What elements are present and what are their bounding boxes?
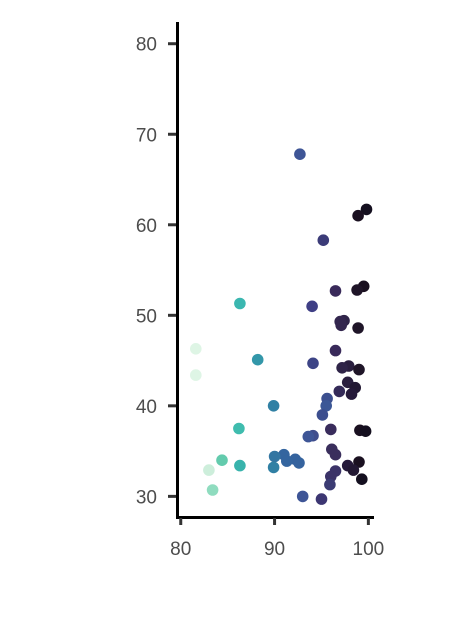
data-point (267, 400, 280, 412)
data-point (351, 284, 363, 296)
data-point (316, 409, 329, 421)
data-point (206, 484, 219, 496)
data-point (234, 459, 246, 472)
data-point (360, 203, 373, 216)
data-point (302, 430, 315, 443)
data-point (345, 388, 358, 400)
data-point (352, 322, 364, 334)
data-point (234, 297, 246, 310)
data-point (306, 300, 318, 313)
data-point (296, 490, 309, 503)
data-point (329, 448, 342, 461)
data-point (203, 464, 215, 476)
data-point (335, 319, 348, 332)
data-point (190, 369, 202, 381)
data-point (216, 454, 228, 467)
data-point (251, 353, 264, 366)
data-point (293, 457, 305, 469)
data-point (320, 400, 333, 412)
data-point (356, 473, 368, 486)
data-point (267, 461, 280, 474)
y-tick-label: 30 (136, 487, 157, 508)
data-point (329, 285, 342, 297)
x-tick-label: 90 (264, 539, 285, 560)
data-point (268, 450, 281, 463)
data-point (336, 362, 348, 374)
data-point (315, 493, 328, 505)
y-tick-label: 80 (136, 35, 157, 56)
data-point (317, 234, 330, 246)
y-tick-label: 40 (136, 397, 157, 418)
x-ticks: 80 90 100 (170, 518, 384, 560)
data-point (325, 423, 337, 436)
data-point (347, 464, 360, 476)
x-tick-label: 80 (170, 539, 191, 560)
x-tick-label: 100 (353, 539, 385, 560)
y-ticks: 30 40 50 60 70 80 (136, 35, 176, 508)
data-point (359, 425, 372, 438)
data-point (307, 357, 319, 370)
data-point (333, 385, 346, 398)
data-points (190, 148, 373, 505)
data-point (324, 478, 336, 491)
y-tick-label: 60 (136, 216, 157, 237)
data-point (190, 343, 202, 355)
y-tick-label: 50 (136, 306, 157, 327)
data-point (352, 209, 364, 222)
data-point (294, 148, 306, 160)
data-point (353, 456, 365, 468)
data-point (281, 455, 293, 467)
data-point (329, 344, 342, 357)
data-point (233, 422, 245, 435)
y-tick-label: 70 (136, 125, 157, 146)
data-point (353, 363, 365, 376)
